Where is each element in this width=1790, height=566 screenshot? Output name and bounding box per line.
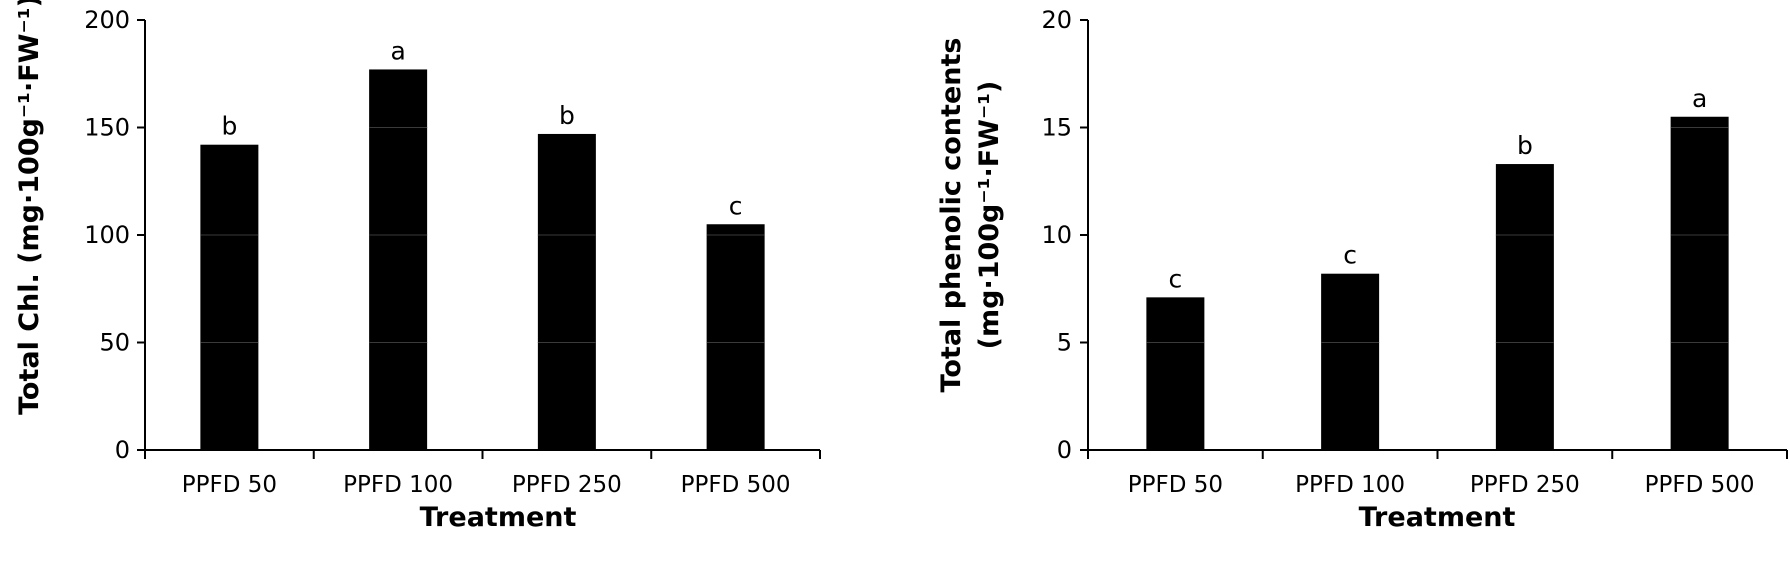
chl-category-label: PPFD 500 xyxy=(681,472,791,498)
phenolic-category-label: PPFD 250 xyxy=(1470,472,1580,498)
phenolic-bar xyxy=(1321,273,1380,450)
chl-bar xyxy=(537,133,596,450)
phenolic-y-tick-label: 0 xyxy=(1057,436,1072,464)
phenolic-bar xyxy=(1495,164,1554,451)
chl-y-axis-title: Total Chl. (mg·100g⁻¹·FW⁻¹) xyxy=(14,0,45,415)
chl-category-label: PPFD 50 xyxy=(182,472,277,498)
phenolic-y-tick-label: 15 xyxy=(1041,114,1072,142)
phenolic-x-axis-title: Treatment xyxy=(1359,502,1516,533)
phenolic-category-label: PPFD 100 xyxy=(1295,472,1405,498)
chl-bar xyxy=(369,69,428,450)
phenolic-category-label: PPFD 50 xyxy=(1128,472,1223,498)
chl-significance-letter: b xyxy=(559,101,575,130)
phenolic-y-tick-label: 20 xyxy=(1041,6,1072,34)
phenolic-bar xyxy=(1146,297,1205,450)
phenolic-chart: Total phenolic contents (mg·100g⁻¹·FW⁻¹)… xyxy=(936,6,1788,533)
chl-y-tick-label: 200 xyxy=(84,6,130,34)
chl-significance-letter: a xyxy=(390,36,405,65)
chl-y-tick-label: 150 xyxy=(84,114,130,142)
phenolic-significance-letter: c xyxy=(1343,241,1357,270)
chl-y-tick-label: 50 xyxy=(99,329,130,357)
phenolic-category-label: PPFD 500 xyxy=(1645,472,1755,498)
phenolic-significance-letter: a xyxy=(1692,84,1707,113)
chl-y-tick-label: 100 xyxy=(84,221,130,249)
chl-x-axis-title: Treatment xyxy=(420,502,577,533)
chl-y-tick-label: 0 xyxy=(115,436,130,464)
phenolic-y-tick-label: 10 xyxy=(1041,221,1072,249)
phenolic-significance-letter: b xyxy=(1517,131,1533,160)
phenolic-y-tick-label: 5 xyxy=(1057,329,1072,357)
chl-bar xyxy=(200,144,259,450)
chl-category-label: PPFD 250 xyxy=(512,472,622,498)
chl-category-label: PPFD 100 xyxy=(343,472,453,498)
phenolic-bar xyxy=(1670,116,1729,450)
phenolic-y-axis-title-line2: (mg·100g⁻¹·FW⁻¹) xyxy=(974,81,1005,350)
phenolic-y-axis-title-line1: Total phenolic contents xyxy=(936,38,967,393)
phenolic-significance-letter: c xyxy=(1169,264,1183,293)
chl-significance-letter: c xyxy=(729,191,743,220)
chl-bar xyxy=(706,224,765,450)
chl-chart: Total Chl. (mg·100g⁻¹·FW⁻¹) Treatment 0 5… xyxy=(14,0,821,533)
chl-significance-letter: b xyxy=(221,112,237,141)
